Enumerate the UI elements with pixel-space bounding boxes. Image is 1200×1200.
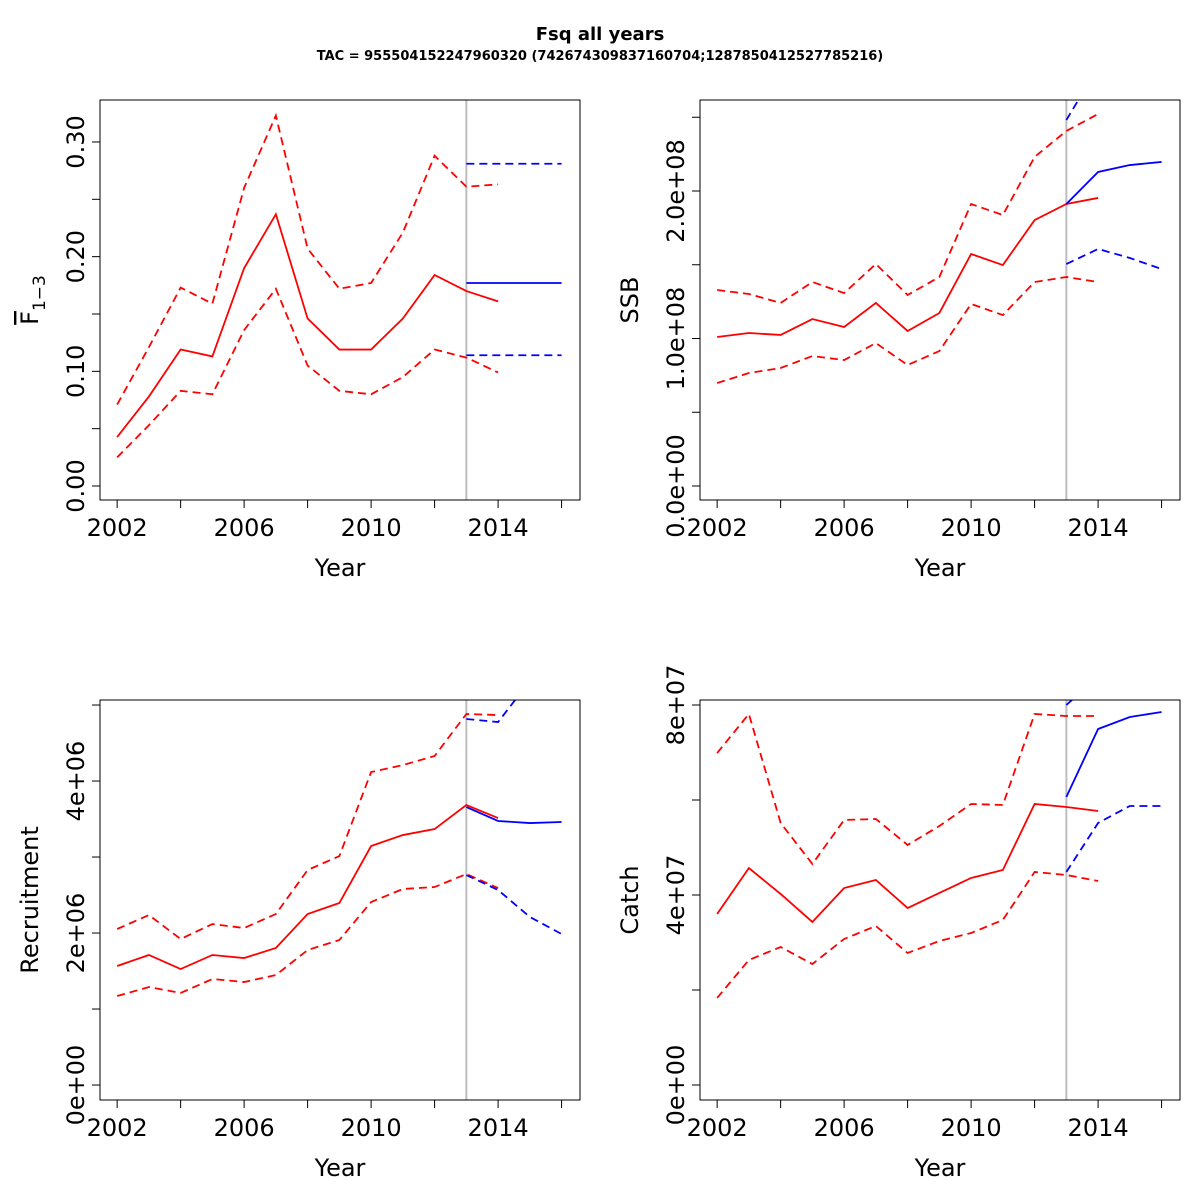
y-axis-label-main: F: [16, 311, 44, 325]
y-axis-label: Catch: [616, 865, 644, 934]
y-axis-label: Recruitment: [16, 826, 44, 973]
x-tick-label: 2006: [814, 514, 875, 542]
series-line: [116, 112, 499, 406]
x-tick-label: 2010: [941, 514, 1002, 542]
series-line: [717, 197, 1099, 338]
series-line: [465, 874, 563, 935]
x-tick-label: 2006: [214, 514, 275, 542]
series-line: [116, 873, 499, 997]
x-axis-label: Year: [314, 554, 366, 582]
y-axis-label-main: Recruitment: [16, 826, 44, 973]
plot-frame: [699, 99, 1181, 501]
y-tick-label: 0e+00: [62, 1045, 90, 1126]
y-axis-label: SSB: [616, 277, 644, 324]
series-line: [1065, 100, 1080, 121]
x-axis-label: Year: [914, 554, 966, 582]
y-axis-label-main: SSB: [616, 277, 644, 324]
x-tick-label: 2014: [468, 1114, 529, 1142]
y-axis-label: F1−3: [16, 275, 50, 325]
y-tick-label: 2e+06: [62, 893, 90, 974]
series-line: [466, 700, 517, 723]
y-tick-label: 0.10: [62, 345, 90, 398]
y-tick-label: 8e+07: [662, 665, 690, 746]
x-tick-label: 2002: [87, 514, 148, 542]
panel: 2002 2006 2010 2014 0.00 0.10 0.20 0.30 Year F1−3: [16, 99, 581, 582]
x-tick-label: 2014: [1068, 514, 1129, 542]
x-tick-label: 2006: [814, 1114, 875, 1142]
y-tick-label: 0.00: [62, 459, 90, 512]
panel: 2002 2006 2010 2014 0e+00 4e+07 8e+07 Year Catch: [616, 665, 1181, 1182]
plot-area: [716, 700, 1162, 1100]
series-line: [1065, 700, 1074, 706]
x-tick-label: 2002: [687, 1114, 748, 1142]
x-axis-label: Year: [914, 1154, 966, 1182]
y-tick-label: 0.0e+00: [662, 434, 690, 538]
figure-subtitle: TAC = 955504152247960320 (74267430983716…: [317, 49, 884, 64]
panel: 2002 2006 2010 2014 0e+00 2e+06 4e+06 Year Recru…: [16, 699, 581, 1182]
y-tick-label: 0.20: [62, 230, 90, 283]
series-line: [1065, 711, 1162, 798]
y-tick-label: 2.0e+08: [662, 139, 690, 243]
plot-area: [116, 100, 562, 500]
x-tick-label: 2006: [214, 1114, 275, 1142]
x-tick-label: 2014: [468, 514, 529, 542]
plot-area: [716, 100, 1162, 500]
series-line: [116, 286, 499, 458]
series-line: [116, 211, 499, 438]
y-tick-label: 4e+07: [662, 855, 690, 936]
series-line: [716, 276, 1099, 384]
figure-title: Fsq all years: [536, 24, 665, 45]
series-line: [716, 803, 1099, 924]
x-tick-label: 2014: [1068, 1114, 1129, 1142]
y-tick-label: 0.30: [62, 115, 90, 168]
series-line: [717, 113, 1099, 304]
series-line: [1065, 248, 1162, 270]
x-tick-label: 2002: [87, 1114, 148, 1142]
x-tick-label: 2010: [341, 514, 402, 542]
series-line: [716, 871, 1099, 999]
x-tick-label: 2010: [941, 1114, 1002, 1142]
y-tick-label: 0e+00: [662, 1045, 690, 1126]
plot-frame: [699, 699, 1181, 1101]
series-line: [465, 806, 562, 824]
plot-frame: [99, 699, 581, 1101]
x-axis-label: Year: [314, 1154, 366, 1182]
series-line: [716, 712, 1099, 866]
plot-area: [116, 700, 563, 1100]
panel: 2002 2006 2010 2014 0.0e+00 1.0e+08 2.0e+08 Yea…: [616, 99, 1181, 582]
y-tick-label: 4e+06: [62, 741, 90, 822]
plot-frame: [99, 99, 581, 501]
series-line: [116, 713, 499, 941]
x-tick-label: 2002: [687, 514, 748, 542]
series-line: [1065, 805, 1162, 873]
y-axis-label-main: Catch: [616, 865, 644, 934]
series-line: [1065, 161, 1162, 205]
series-line: [116, 804, 499, 971]
y-tick-label: 1.0e+08: [662, 287, 690, 391]
y-axis-label-sub: 1−3: [30, 275, 50, 311]
x-tick-label: 2010: [341, 1114, 402, 1142]
